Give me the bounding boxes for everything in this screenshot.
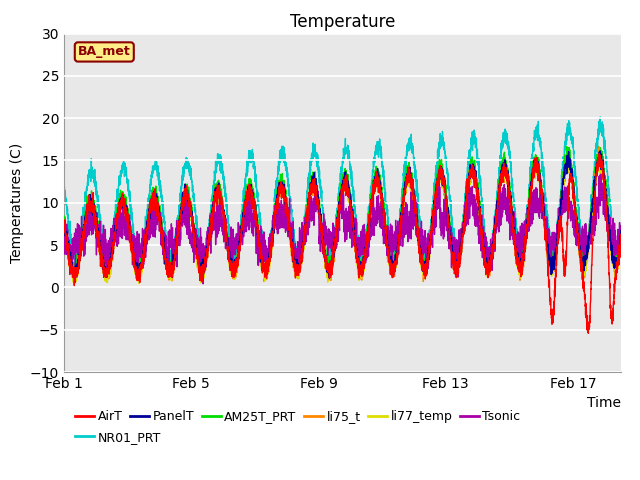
- Legend: NR01_PRT: NR01_PRT: [70, 426, 166, 449]
- Text: Time: Time: [587, 396, 621, 410]
- Y-axis label: Temperatures (C): Temperatures (C): [10, 143, 24, 263]
- Text: BA_met: BA_met: [78, 46, 131, 59]
- Title: Temperature: Temperature: [290, 12, 395, 31]
